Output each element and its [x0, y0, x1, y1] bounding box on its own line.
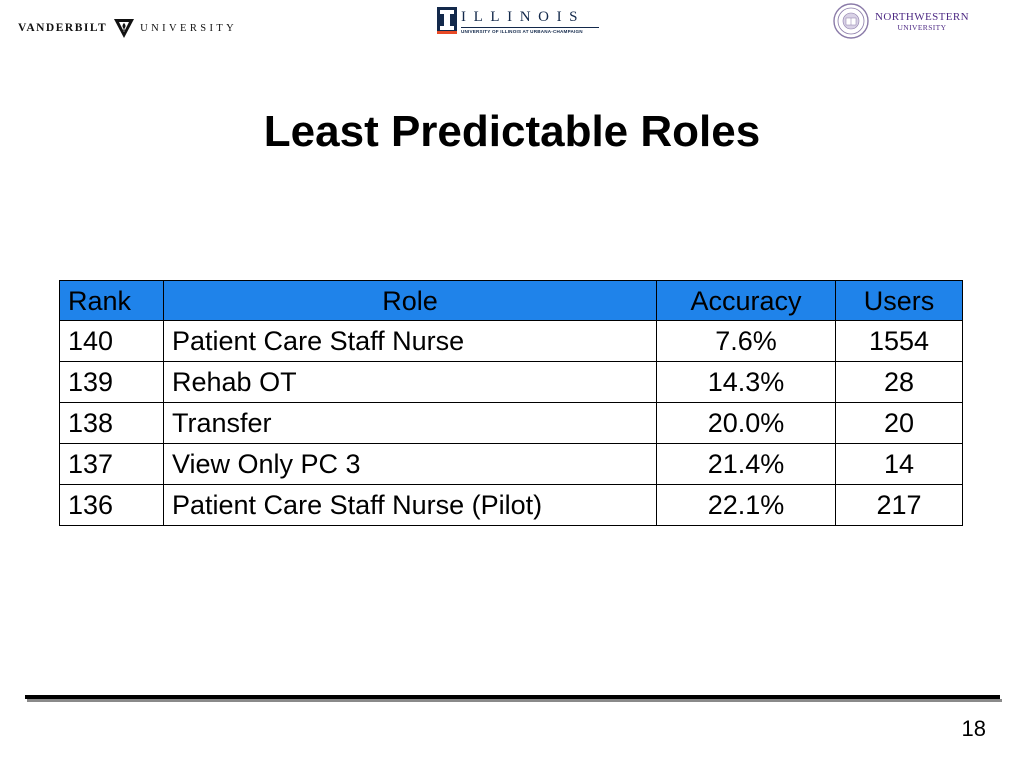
cell-users: 1554: [835, 320, 963, 362]
table-row: 136 Patient Care Staff Nurse (Pilot) 22.…: [59, 484, 963, 526]
table-row: 139 Rehab OT 14.3% 28: [59, 361, 963, 403]
cell-role: Patient Care Staff Nurse (Pilot): [163, 484, 657, 526]
slide-title: Least Predictable Roles: [263, 107, 761, 156]
cell-rank: 140: [59, 320, 164, 362]
table-row: 140 Patient Care Staff Nurse 7.6% 1554: [59, 320, 963, 362]
cell-accuracy: 14.3%: [656, 361, 836, 403]
vanderbilt-logo: VANDERBILT UNIVERSITY: [18, 17, 237, 39]
cell-users: 28: [835, 361, 963, 403]
cell-users: 14: [835, 443, 963, 485]
cell-rank: 136: [59, 484, 164, 526]
header-accuracy: Accuracy: [656, 280, 836, 321]
block-i-icon: [437, 7, 457, 34]
cell-role: Patient Care Staff Nurse: [163, 320, 657, 362]
northwestern-university: UNIVERSITY: [897, 22, 947, 32]
cell-accuracy: 21.4%: [656, 443, 836, 485]
cell-users: 20: [835, 402, 963, 444]
cell-accuracy: 22.1%: [656, 484, 836, 526]
table-header-row: Rank Role Accuracy Users: [59, 280, 963, 321]
illinois-logo: ILLINOIS UNIVERSITY OF ILLINOIS AT URBAN…: [437, 7, 602, 35]
northwestern-logo: NORTHWESTERN UNIVERSITY: [833, 3, 969, 39]
cell-role: Transfer: [163, 402, 657, 444]
illinois-rule: [461, 27, 599, 28]
cell-accuracy: 20.0%: [656, 402, 836, 444]
vanderbilt-wordmark: VANDERBILT: [18, 22, 108, 34]
illinois-wordmark: ILLINOIS: [461, 9, 586, 25]
header-rank: Rank: [59, 280, 164, 321]
cell-rank: 138: [59, 402, 164, 444]
cell-rank: 139: [59, 361, 164, 403]
table-row: 137 View Only PC 3 21.4% 14: [59, 443, 963, 485]
cell-users: 217: [835, 484, 963, 526]
cell-role: Rehab OT: [163, 361, 657, 403]
table-row: 138 Transfer 20.0% 20: [59, 402, 963, 444]
university-wordmark: UNIVERSITY: [140, 22, 238, 34]
vanderbilt-v-oak-icon: [114, 19, 135, 38]
page-number: 18: [961, 716, 986, 741]
footer-rule: [25, 695, 1000, 699]
roles-table: Rank Role Accuracy Users 140 Patient Car…: [59, 280, 963, 526]
illinois-subline: UNIVERSITY OF ILLINOIS AT URBANA-CHAMPAI…: [461, 29, 583, 34]
header-users: Users: [835, 280, 963, 321]
cell-role: View Only PC 3: [163, 443, 657, 485]
northwestern-seal-icon: [833, 3, 869, 39]
header-role: Role: [163, 280, 657, 321]
footer-rule-shadow: [27, 699, 1002, 702]
cell-accuracy: 7.6%: [656, 320, 836, 362]
cell-rank: 137: [59, 443, 164, 485]
northwestern-name: NORTHWESTERN: [875, 10, 969, 23]
